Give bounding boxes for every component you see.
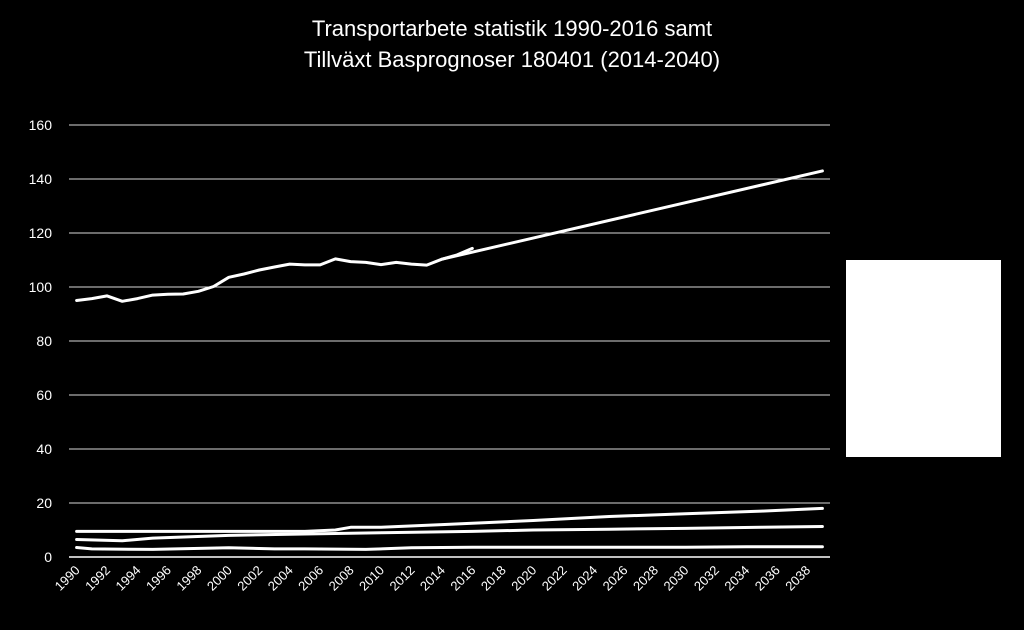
series-line-5	[75, 545, 824, 551]
y-tick-label: 140	[29, 171, 53, 187]
x-tick-label: 2012	[387, 563, 418, 594]
x-tick-label: 2020	[508, 563, 539, 594]
x-tick-label: 2032	[691, 563, 722, 594]
x-tick-label: 2004	[265, 563, 296, 594]
series-line-4	[75, 525, 824, 543]
series-line-3	[75, 506, 824, 533]
x-tick-label: 2002	[234, 563, 265, 594]
y-tick-label: 120	[29, 225, 53, 241]
x-tick-label: 2000	[204, 563, 235, 594]
x-tick-label: 2008	[326, 563, 357, 594]
x-tick-label: 2038	[782, 563, 813, 594]
series-line-1	[75, 246, 474, 303]
y-tick-label: 0	[44, 549, 52, 565]
x-tick-label: 1992	[82, 563, 113, 594]
x-tick-label: 2030	[660, 563, 691, 594]
x-tick-label: 2026	[600, 563, 631, 594]
x-tick-label: 2024	[569, 563, 600, 594]
series-layer	[75, 169, 824, 551]
x-axis-ticks: 1990 1992 1994 1996 1998 2000 2002 2004 2006 2008…	[52, 563, 814, 594]
chart-title-line-2: Tillväxt Basprognoser 180401 (2014-2040)	[303, 47, 721, 72]
y-tick-label: 80	[36, 333, 52, 349]
x-tick-label: 2006	[295, 563, 326, 594]
y-tick-label: 20	[36, 495, 52, 511]
grid-layer	[69, 124, 830, 558]
x-tick-label: 2036	[752, 563, 783, 594]
x-tick-label: 2016	[447, 563, 478, 594]
x-tick-label: 2018	[478, 563, 509, 594]
x-tick-label: 1996	[143, 563, 174, 594]
y-tick-label: 60	[36, 387, 52, 403]
x-tick-label: 1990	[52, 563, 83, 594]
x-tick-label: 2022	[539, 563, 570, 594]
y-tick-label: 160	[29, 117, 53, 133]
series-line-2	[440, 169, 824, 261]
x-tick-label: 2010	[356, 563, 387, 594]
chart-title-line-1: Transportarbete statistik 1990-2016 samt	[311, 16, 713, 41]
y-axis-ticks: 0 20 40 60 80 100 120 140 160	[29, 117, 53, 565]
x-tick-label: 2028	[630, 563, 661, 594]
x-tick-label: 1998	[173, 563, 204, 594]
y-tick-label: 40	[36, 441, 52, 457]
y-tick-label: 100	[29, 279, 53, 295]
legend-box	[846, 260, 1001, 457]
x-tick-label: 1994	[113, 563, 144, 594]
x-tick-label: 2034	[721, 563, 752, 594]
x-tick-label: 2014	[417, 563, 448, 594]
